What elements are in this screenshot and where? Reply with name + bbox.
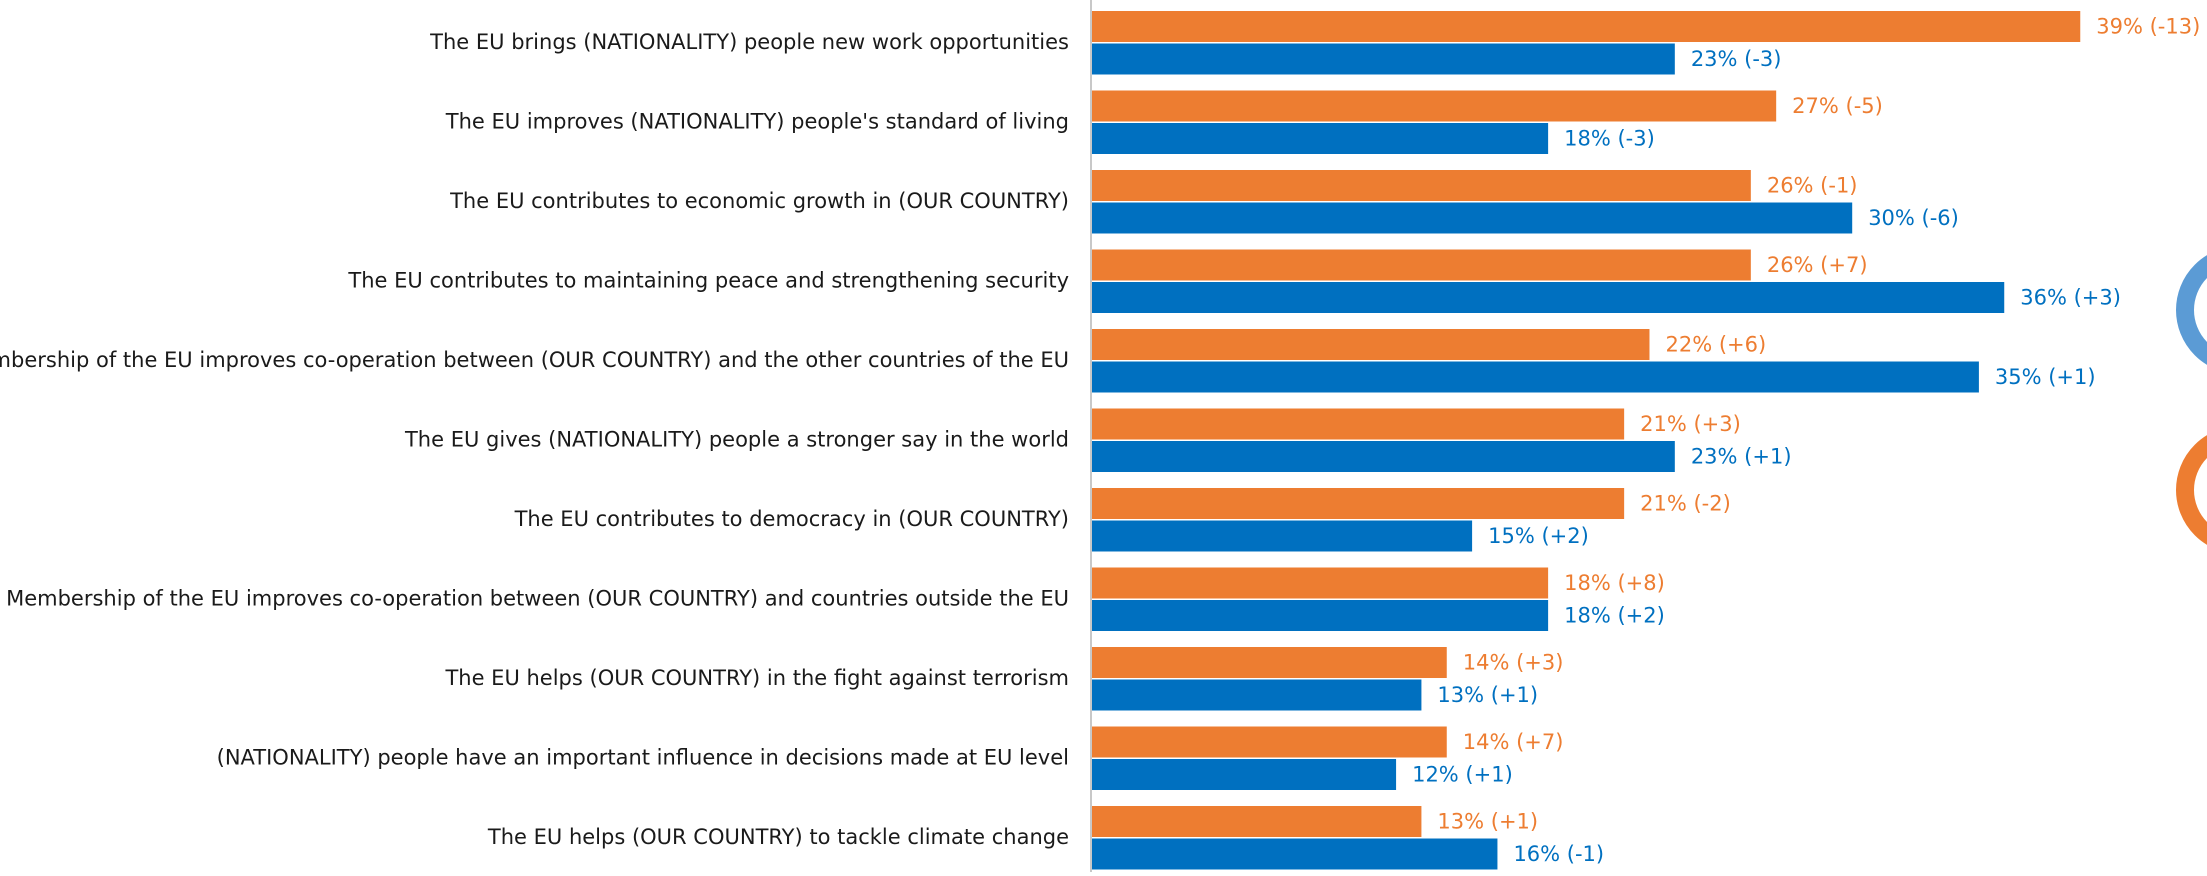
bar	[1092, 329, 1650, 360]
bar	[1092, 90, 1777, 122]
bar	[1092, 567, 1549, 599]
value-label: 14% (+3)	[1463, 651, 1564, 675]
category-label: The EU contributes to maintaining peace …	[347, 269, 1069, 293]
value-label: 23% (+1)	[1691, 445, 1792, 469]
category-label: Membership of the EU improves co-operati…	[0, 348, 1069, 372]
value-label: 13% (+1)	[1437, 810, 1538, 834]
value-label: 18% (-3)	[1564, 127, 1655, 151]
value-label: 13% (+1)	[1437, 683, 1538, 707]
bar	[1092, 43, 1675, 75]
value-label: 39% (-13)	[2096, 15, 2200, 39]
bar	[1092, 249, 1751, 281]
value-label: 12% (+1)	[1412, 763, 1513, 787]
category-label: (NATIONALITY) people have an important i…	[217, 746, 1069, 770]
value-label: 18% (+8)	[1564, 571, 1665, 595]
category-label: Membership of the EU improves co-operati…	[6, 587, 1069, 611]
value-label: 36% (+3)	[2020, 286, 2121, 310]
bar	[1092, 759, 1397, 790]
category-label: The EU contributes to economic growth in…	[449, 189, 1069, 213]
value-label: 30% (-6)	[1868, 206, 1959, 230]
value-label: 35% (+1)	[1995, 365, 2096, 389]
category-label: The EU gives (NATIONALITY) people a stro…	[404, 428, 1069, 452]
value-label: 21% (-2)	[1640, 492, 1731, 516]
bar	[1092, 408, 1625, 440]
bar	[1092, 838, 1498, 870]
category-label: The EU helps (OUR COUNTRY) to tackle cli…	[487, 825, 1069, 849]
bar	[1092, 806, 1422, 837]
decor-ring	[2176, 255, 2207, 365]
value-label: 14% (+7)	[1463, 730, 1564, 754]
bar	[1092, 488, 1625, 519]
value-label: 15% (+2)	[1488, 524, 1589, 548]
value-label: 22% (+6)	[1665, 333, 1766, 357]
value-label: 18% (+2)	[1564, 604, 1665, 628]
value-label: 26% (+7)	[1767, 253, 1868, 277]
bar	[1092, 282, 2005, 313]
value-label: 16% (-1)	[1513, 842, 1604, 866]
category-label: The EU contributes to democracy in (OUR …	[514, 507, 1069, 531]
decor-ring	[2176, 435, 2207, 545]
value-label: 27% (-5)	[1792, 94, 1883, 118]
bar	[1092, 361, 1979, 393]
value-label: 23% (-3)	[1691, 47, 1782, 71]
category-label: The EU brings (NATIONALITY) people new w…	[429, 30, 1069, 54]
bar	[1092, 679, 1422, 711]
bar	[1092, 123, 1549, 154]
value-label: 26% (-1)	[1767, 174, 1858, 198]
bar	[1092, 11, 2081, 42]
bar	[1092, 726, 1447, 758]
bar	[1092, 520, 1473, 552]
category-label: The EU improves (NATIONALITY) people's s…	[445, 110, 1069, 134]
bar	[1092, 202, 1853, 234]
bar	[1092, 647, 1447, 678]
bar	[1092, 600, 1549, 631]
category-label: The EU helps (OUR COUNTRY) in the fight …	[444, 666, 1069, 690]
bar	[1092, 170, 1751, 201]
value-label: 21% (+3)	[1640, 412, 1741, 436]
bar	[1092, 441, 1675, 472]
